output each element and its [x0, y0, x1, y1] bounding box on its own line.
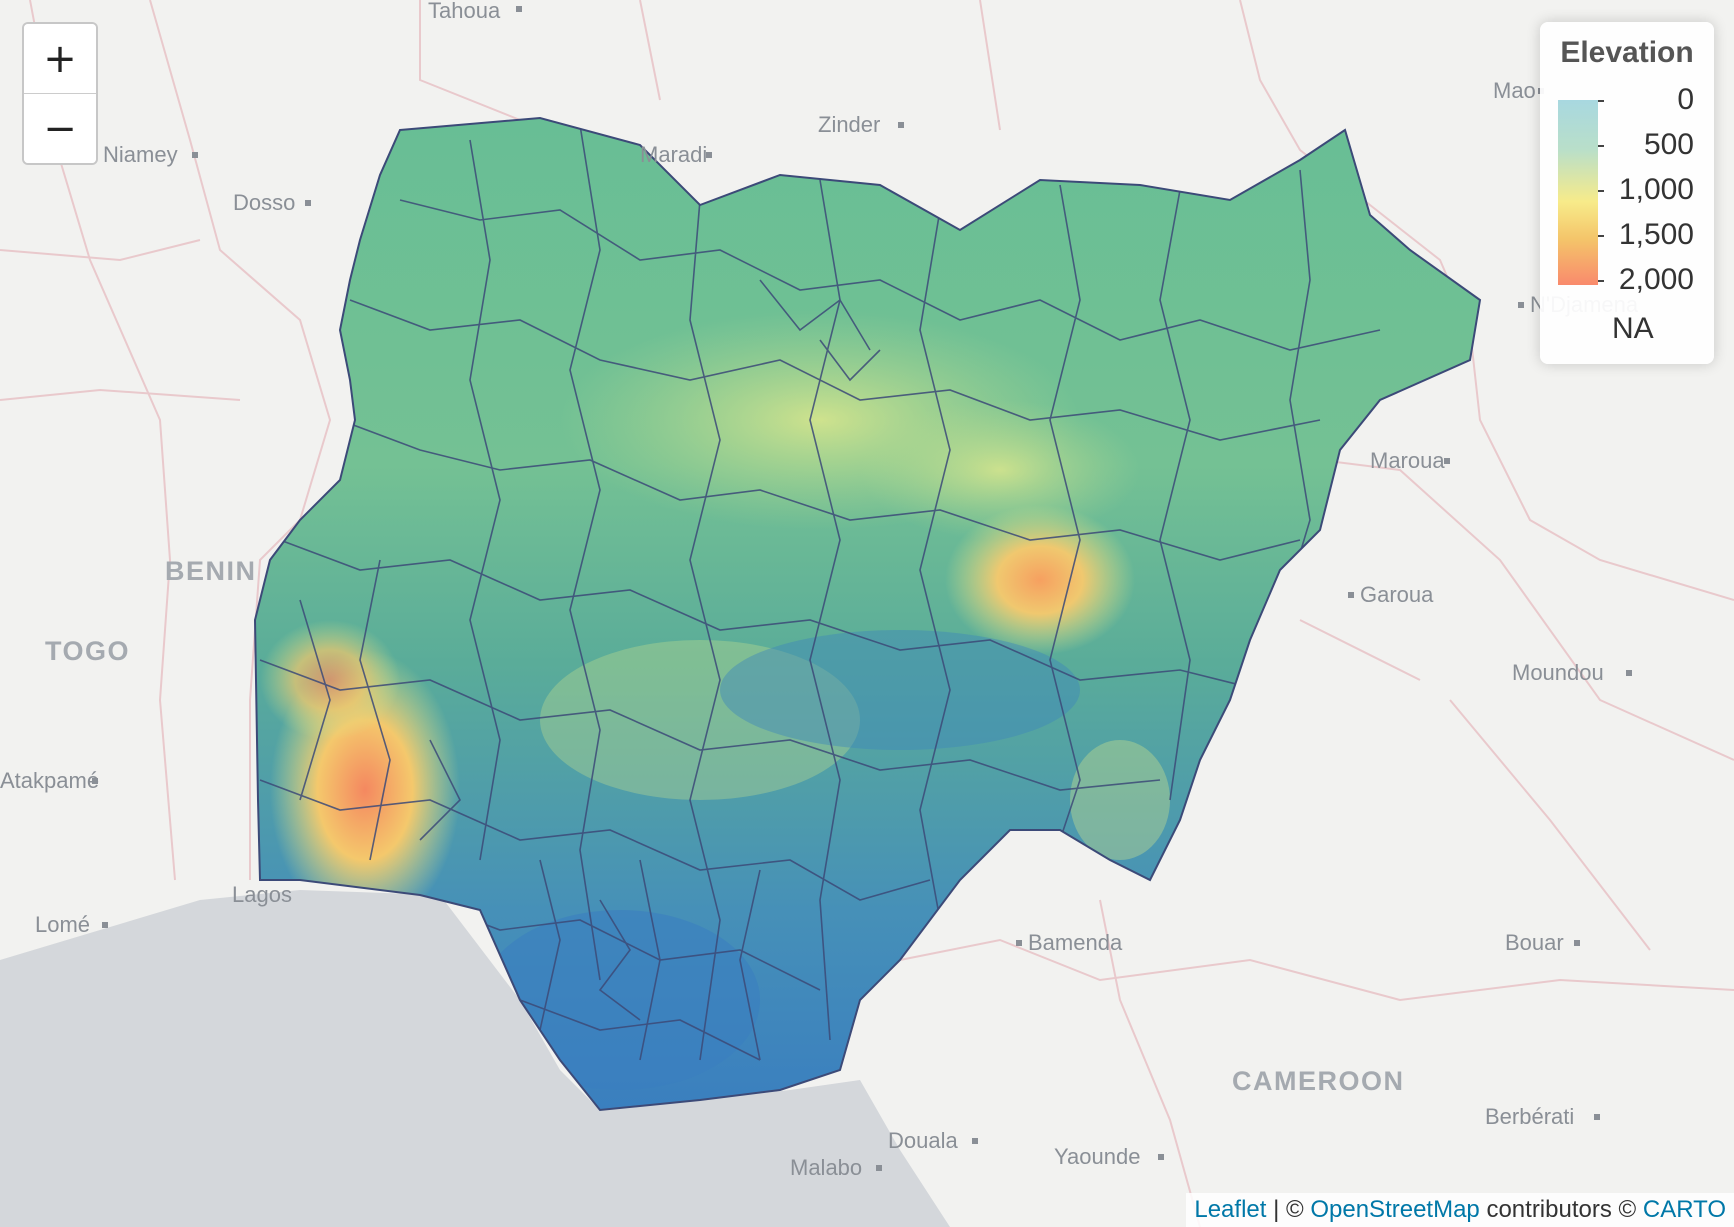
legend-tick — [1598, 235, 1604, 237]
legend-tick-label: 1,000 — [1618, 173, 1694, 206]
city-label: Niamey — [103, 142, 178, 167]
city-labels: Tahoua Zinder Maradi Niamey Dosso Mao N'… — [0, 0, 1639, 1180]
elevation-legend: Elevation 0 500 1,000 1,500 2,000 NA — [1540, 22, 1714, 364]
attribution-sep: | © — [1266, 1196, 1311, 1223]
attribution: Leaflet | © OpenStreetMap contributors ©… — [1186, 1193, 1734, 1227]
city-dot — [1626, 670, 1632, 676]
legend-na-label: NA — [1612, 312, 1654, 345]
attribution-contributors: contributors © — [1479, 1196, 1643, 1223]
city-dot — [1518, 302, 1524, 308]
carto-link[interactable]: CARTO — [1642, 1196, 1726, 1223]
nigeria-elevation-raster[interactable] — [253, 116, 1482, 1112]
osm-link[interactable]: OpenStreetMap — [1310, 1196, 1480, 1223]
legend-tick-label: 1,500 — [1618, 218, 1694, 251]
legend-tick-label: 500 — [1643, 128, 1694, 161]
city-dot — [1348, 592, 1354, 598]
city-dot — [876, 1165, 882, 1171]
city-label: Lomé — [35, 912, 90, 937]
city-dot — [1444, 458, 1450, 464]
legend-color-bar — [1558, 100, 1598, 285]
city-label: Tahoua — [428, 0, 501, 23]
city-label: Yaounde — [1054, 1144, 1140, 1169]
zoom-out-button[interactable]: − — [24, 93, 96, 163]
city-label: Lagos — [232, 882, 292, 907]
city-label: Bamenda — [1028, 930, 1123, 955]
legend-tick-label: 0 — [1677, 83, 1694, 116]
city-dot — [972, 1138, 978, 1144]
city-dot — [305, 200, 311, 206]
country-label-togo: TOGO — [45, 636, 130, 666]
gulf-of-guinea — [0, 890, 950, 1227]
city-label: Mao — [1493, 78, 1536, 103]
city-label: Maroua — [1370, 448, 1445, 473]
country-label-cameroon: CAMEROON — [1232, 1066, 1405, 1096]
city-label: Moundou — [1512, 660, 1604, 685]
city-dot — [192, 152, 198, 158]
city-label: Garoua — [1360, 582, 1434, 607]
legend-title: Elevation — [1560, 36, 1694, 69]
zoom-in-button[interactable]: + — [24, 24, 96, 93]
city-label: Dosso — [233, 190, 295, 215]
city-dot — [102, 922, 108, 928]
leaflet-link[interactable]: Leaflet — [1194, 1196, 1267, 1223]
legend-tick — [1598, 145, 1604, 147]
city-label: Bouar — [1505, 930, 1564, 955]
country-label-benin: BENIN — [165, 556, 257, 586]
city-label: Berbérati — [1485, 1104, 1574, 1129]
city-label: Douala — [888, 1128, 958, 1153]
city-label: Maradi — [640, 142, 707, 167]
city-dot — [92, 778, 98, 784]
city-dot — [706, 152, 712, 158]
city-dot — [516, 6, 522, 12]
city-dot — [1016, 940, 1022, 946]
legend-tick-label: 2,000 — [1618, 263, 1694, 296]
zoom-control: + − — [22, 22, 98, 165]
city-dot — [898, 122, 904, 128]
city-dot — [1158, 1154, 1164, 1160]
city-label: Atakpamé — [0, 768, 99, 793]
city-label: Zinder — [818, 112, 880, 137]
legend-tick — [1598, 190, 1604, 192]
city-dot — [1574, 940, 1580, 946]
legend-tick — [1598, 280, 1604, 282]
city-label: Malabo — [790, 1155, 862, 1180]
city-dot — [1594, 1114, 1600, 1120]
legend-tick — [1598, 100, 1604, 102]
